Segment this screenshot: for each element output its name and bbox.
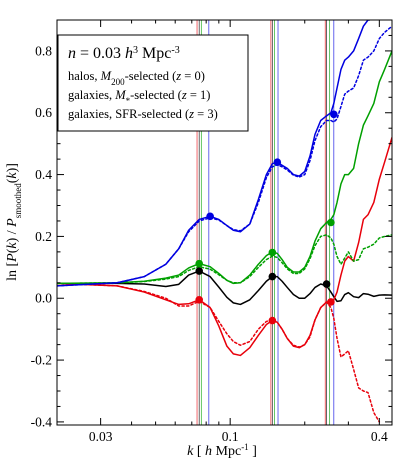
- axis-ticks: -0.4 -0.2 0.0 0.2 0.4 0.6 0.8 0.03 0.1 0.4: [31, 20, 392, 444]
- y-tick-label: 0.4: [35, 167, 52, 182]
- legend-box: [57, 34, 249, 132]
- peak-marker-blue-9: [206, 212, 214, 221]
- peak-marker-green-8: [327, 218, 335, 227]
- peak-marker-green-7: [268, 248, 277, 257]
- legend-entry-halos: halos, M200-selected (z = 0): [68, 69, 205, 87]
- y-tick-label: -0.4: [31, 414, 53, 429]
- series-black-solid: [57, 270, 392, 306]
- peak-marker-black-2: [322, 280, 331, 288]
- x-tick-label: 0.1: [222, 429, 239, 444]
- legend-entry-galaxies-mstar: galaxies, M*-selected (z = 1): [68, 88, 210, 106]
- peak-marker-red-3: [195, 295, 204, 304]
- legend-entry-galaxies-sfr: galaxies, SFR-selected (z = 3): [68, 107, 218, 121]
- y-tick-label: 0.0: [35, 291, 52, 306]
- peak-marker-blue-10: [273, 158, 282, 167]
- peak-marker-red-4: [268, 316, 277, 325]
- peak-marker-black-0: [195, 267, 204, 275]
- y-tick-label: 0.2: [35, 229, 52, 244]
- y-axis-label: ln [P(k) / Psmoothed(k)]: [5, 163, 23, 281]
- series-green-solid: [57, 50, 392, 285]
- series-blue-dotted: [57, 25, 392, 287]
- y-tick-label: 0.8: [35, 43, 52, 58]
- series-red-solid: [57, 136, 392, 357]
- peak-marker-green-6: [195, 259, 204, 268]
- y-tick-label: -0.2: [31, 353, 52, 368]
- peak-marker-red-5: [327, 298, 335, 306]
- x-tick-label: 0.4: [371, 429, 388, 444]
- series-green-dotted: [57, 234, 392, 285]
- legend-number-density: n = 0.03 h3 Mpc-3: [68, 45, 180, 63]
- series-lines: [57, 20, 392, 423]
- x-tick-label: 0.03: [89, 429, 113, 444]
- y-tick-label: 0.6: [35, 105, 52, 120]
- series-blue-solid: [57, 20, 371, 287]
- legend: n = 0.03 h3 Mpc-3 halos, M200-selected (…: [57, 34, 249, 132]
- peak-marker-black-1: [268, 272, 277, 281]
- peak-marker-blue-11: [330, 110, 338, 119]
- x-axis-label: k [ h Mpc-1 ]: [187, 442, 257, 459]
- peak-markers: [195, 110, 338, 325]
- plot-frame: [56, 19, 393, 426]
